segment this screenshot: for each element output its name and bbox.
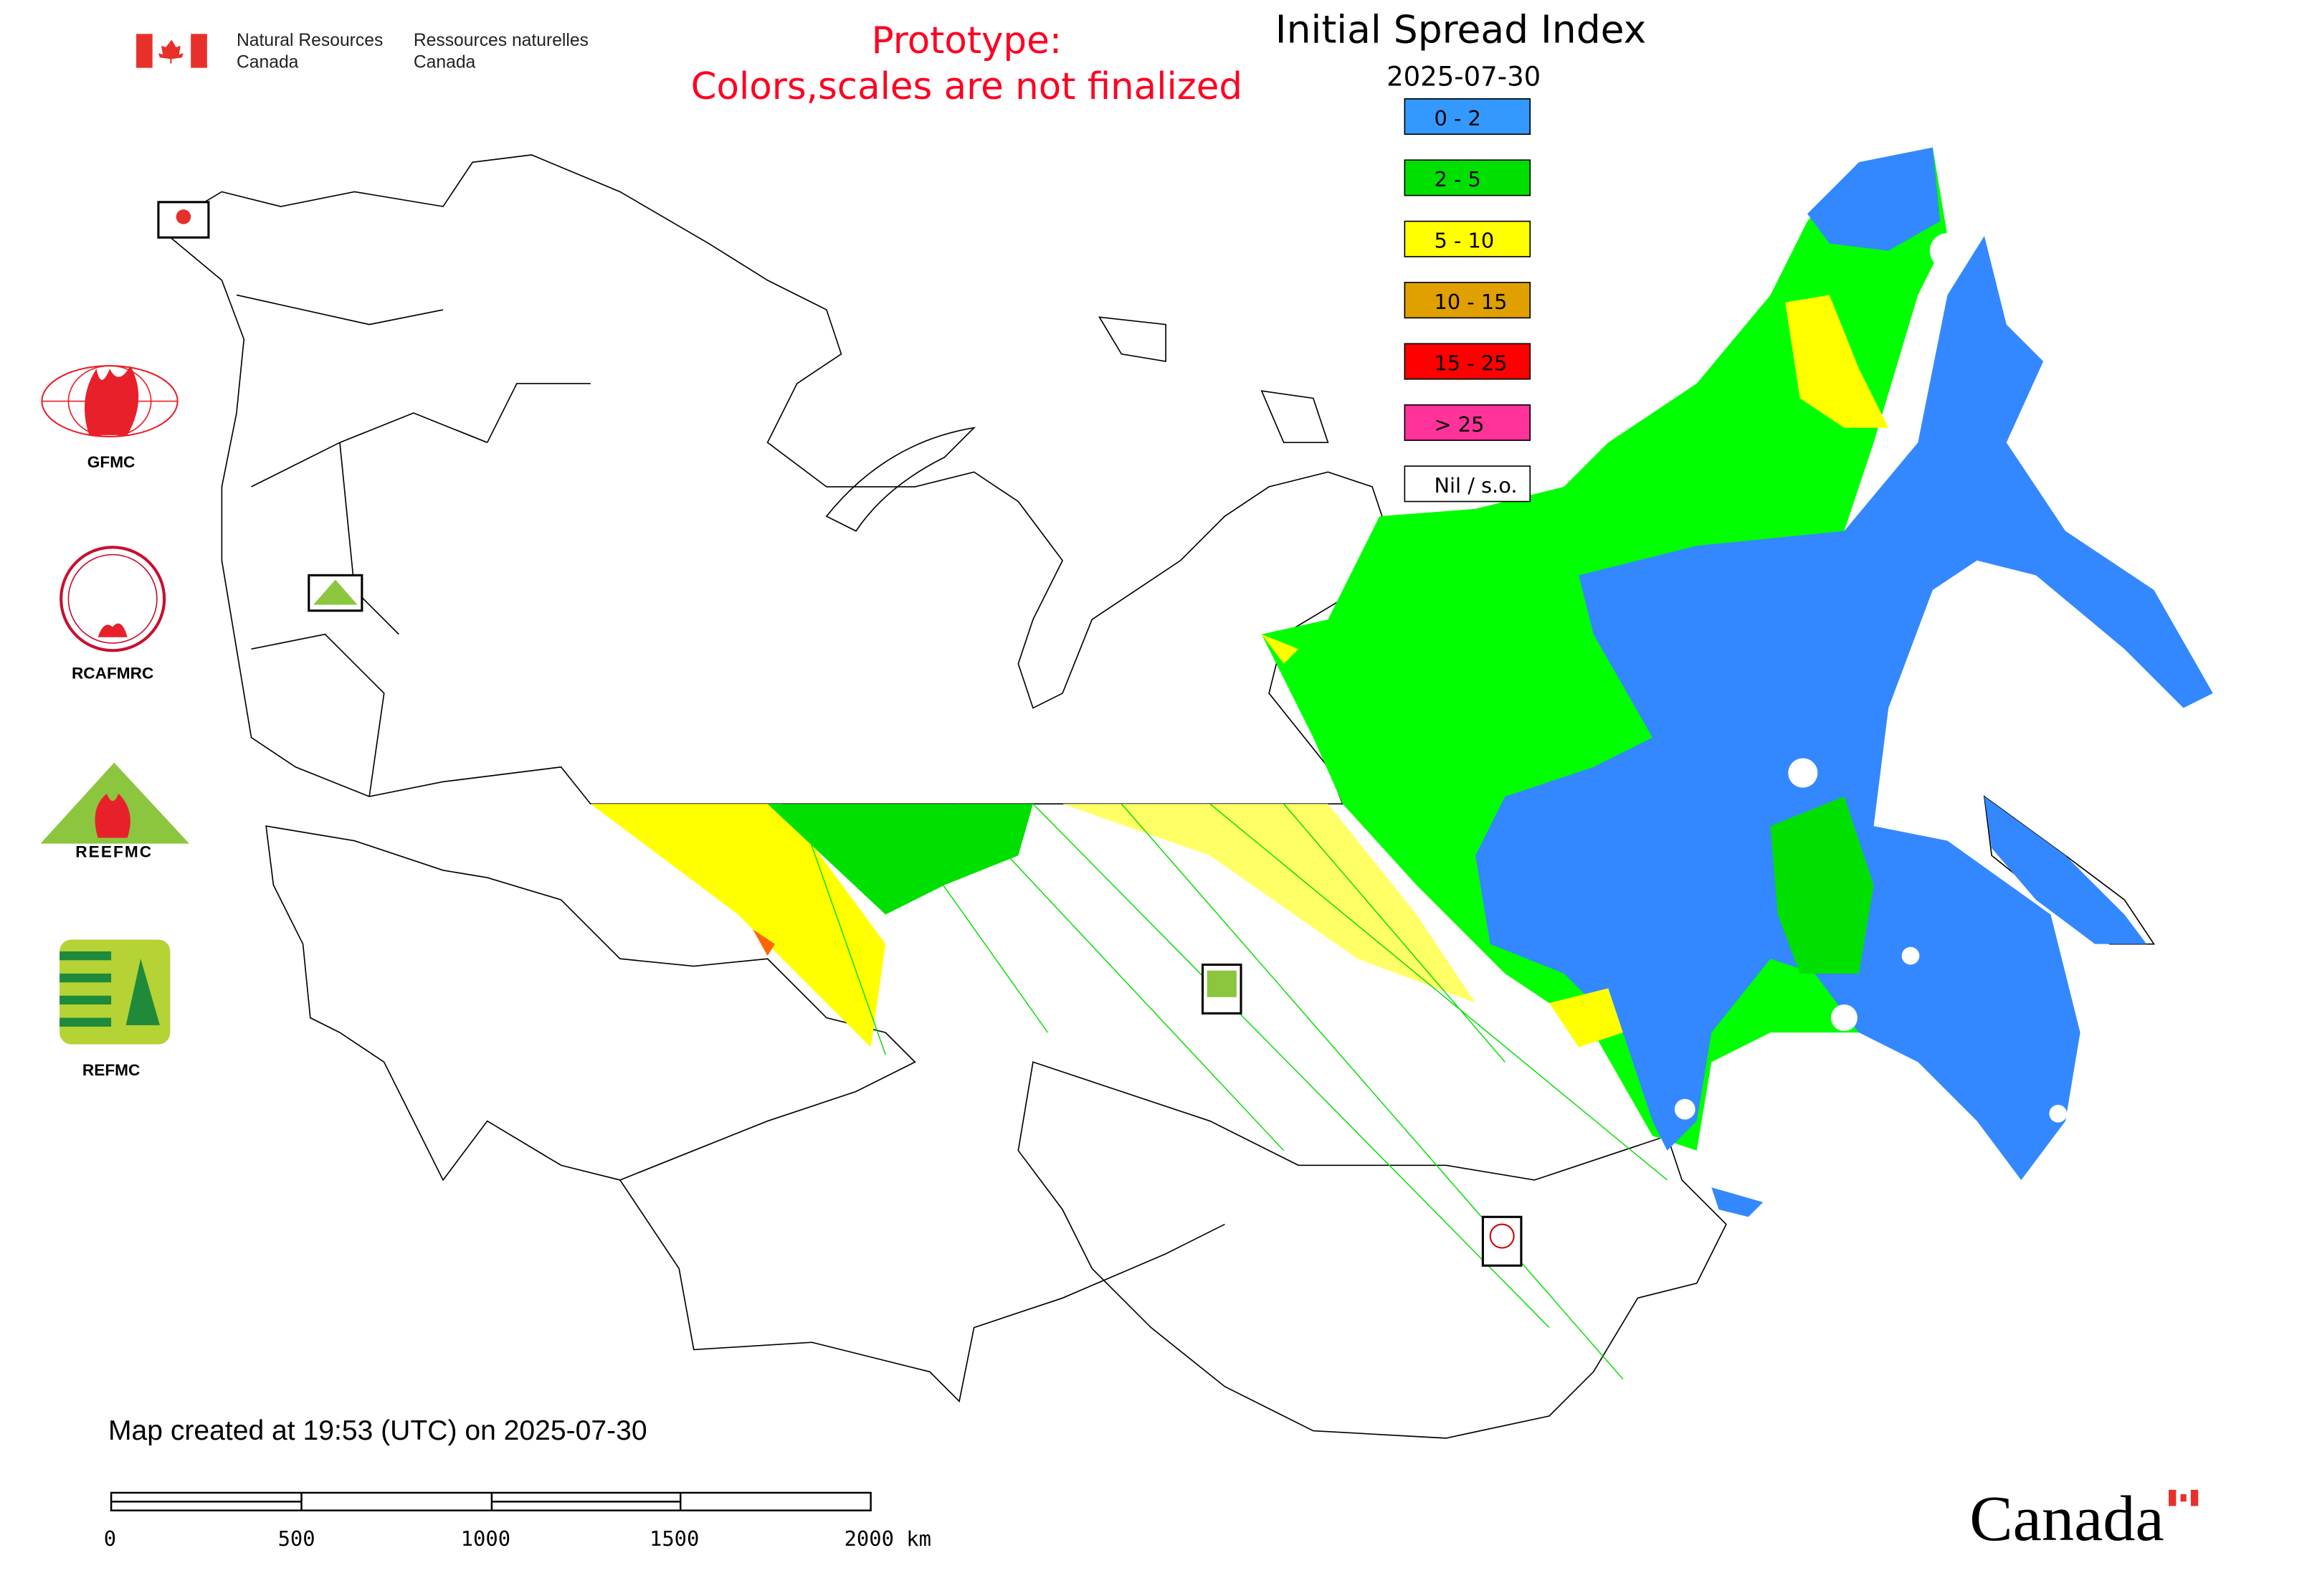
prototype-notice-line2: Colors,scales are not finalized [691,65,1242,108]
legend-item: 10 - 15 [1404,282,1531,319]
rcafmrc-logo: RCAFMRC [60,546,166,682]
legend-swatch [1404,465,1531,503]
isi-zone-0-2-north [1807,147,1941,251]
russia-outline [158,154,1388,805]
reefmc-logo: REEFMC [40,762,190,860]
isi-stripe-lines [796,803,1668,1380]
isi-stripe-band-green [767,804,1033,915]
reefmc-label: REEFMC [75,842,153,860]
nrcan-en-line1: Natural Resources [237,31,383,50]
isi-zone-10-15 [753,929,775,956]
map-logo-markers [157,201,1523,1267]
legend: 0 - 2 2 - 5 5 - 10 10 - 15 15 - 25 > 25 Nil / … [1404,98,1531,503]
isi-zone-0-2 [1475,236,2213,1180]
legend-item: Nil / s.o. [1404,465,1531,503]
legend-swatch [1404,282,1531,319]
mongolia-outline [1017,1061,1727,1439]
scale-bar [110,1491,872,1511]
isi-stripe-band-mixed [1062,804,1476,1003]
legend-label: 5 - 10 [1435,229,1495,253]
legend-label: 15 - 25 [1435,351,1508,375]
canada-wordmark-text: Canada [1969,1482,2164,1554]
gfmc-logo: GFMC [41,365,179,471]
gfmc-label: GFMC [87,453,135,471]
prototype-notice-line1: Prototype: [872,19,1062,62]
legend-item: 5 - 10 [1404,220,1531,257]
map-title: Initial Spread Index [1275,7,1646,52]
legend-swatch [1404,98,1531,136]
legend-label: 10 - 15 [1435,290,1508,314]
rcafmrc-label: RCAFMRC [72,664,153,682]
scale-labels: 0 500 1000 1500 2000 km [104,1526,931,1551]
legend-swatch [1404,220,1531,257]
kazakhstan-outline [265,825,916,1182]
legend-label: 0 - 2 [1435,106,1481,130]
legend-label: 2 - 5 [1435,167,1481,191]
nrcan-signature: Natural Resources Canada Ressources natu… [136,31,589,72]
canada-wordmark: Canada [1969,1482,2199,1554]
china-border-outline [619,1179,1225,1403]
nrcan-en-line2: Canada [237,53,299,72]
isi-stripe-band-yellow [590,804,886,1048]
legend-item: 0 - 2 [1404,98,1531,136]
nrcan-fr-line2: Canada [414,53,476,72]
legend-item: 2 - 5 [1404,159,1531,196]
refmc-label: REFMC [82,1061,140,1079]
legend-label: Nil / s.o. [1435,473,1518,498]
scale-label: 2000 km [845,1526,931,1551]
scale-label: 0 [104,1526,116,1551]
legend-swatch [1404,343,1531,380]
isi-raster [590,147,2213,1380]
nrcan-fr-line1: Ressources naturelles [414,31,589,50]
country-boundaries [158,154,2156,1439]
legend-swatch [1404,404,1531,441]
lakes [1674,233,2068,1123]
isi-zone-2-5-south [1770,796,1874,974]
legend-item: 15 - 25 [1404,343,1531,380]
legend-item: > 25 [1404,404,1531,441]
region-borders [236,294,591,797]
novaya-zemlya-outline [825,427,976,532]
map-created-timestamp: Map created at 19:53 (UTC) on 2025-07-30 [108,1415,647,1446]
legend-swatch [1404,159,1531,196]
scale-label: 1500 [650,1526,699,1551]
scale-label: 500 [278,1526,315,1551]
isi-zone-5-10 [1261,295,1889,1048]
refmc-logo: REFMC [60,939,171,1079]
scale-label: 1000 [461,1526,510,1551]
legend-label: > 25 [1435,412,1485,437]
map-date: 2025-07-30 [1387,61,1541,92]
arctic-islands-outline [1098,316,1329,444]
